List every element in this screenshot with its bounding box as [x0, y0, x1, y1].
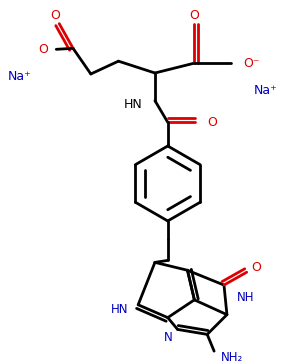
Text: O⁻: O⁻: [244, 57, 260, 70]
Text: Na⁺: Na⁺: [254, 84, 277, 97]
Text: NH: NH: [237, 292, 254, 304]
Text: O: O: [252, 261, 262, 274]
Text: O: O: [38, 43, 48, 56]
Text: HN: HN: [111, 303, 128, 316]
Text: N: N: [164, 331, 172, 344]
Text: O: O: [207, 116, 217, 129]
Text: O: O: [189, 9, 199, 22]
Text: HN: HN: [123, 98, 142, 111]
Text: O: O: [50, 9, 60, 22]
Text: Na⁺: Na⁺: [8, 71, 32, 83]
Text: NH₂: NH₂: [221, 351, 243, 364]
